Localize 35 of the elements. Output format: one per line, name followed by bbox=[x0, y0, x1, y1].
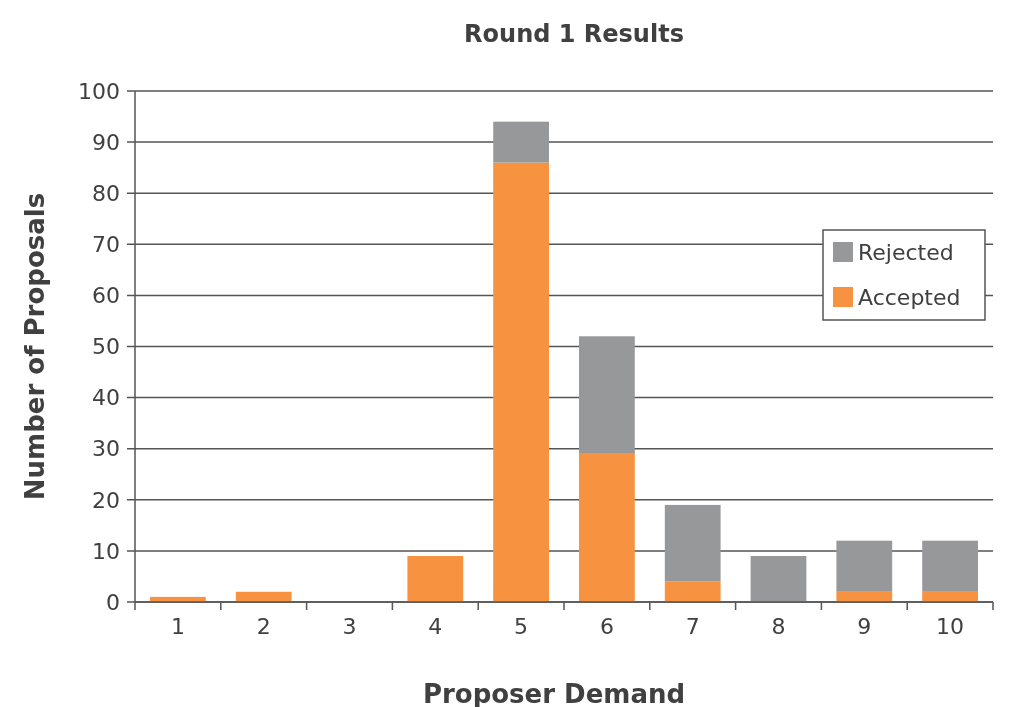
bar bbox=[493, 121, 549, 163]
bar bbox=[922, 540, 978, 592]
y-tick-label: 70 bbox=[92, 232, 120, 257]
x-tick-label: 6 bbox=[599, 614, 614, 639]
x-tick-label: 1 bbox=[170, 614, 185, 639]
x-tick-label: 8 bbox=[771, 614, 786, 639]
bar bbox=[579, 336, 635, 454]
chart-title: Round 1 Results bbox=[464, 20, 684, 48]
y-tick-label: 20 bbox=[92, 487, 120, 513]
y-tick-label: 40 bbox=[92, 385, 120, 411]
y-tick-label: 30 bbox=[92, 436, 120, 462]
x-tick-label: 9 bbox=[857, 614, 872, 639]
y-tick-label: 50 bbox=[92, 334, 120, 360]
y-tick-label: 80 bbox=[92, 180, 120, 206]
x-tick-label: 2 bbox=[256, 614, 271, 639]
bar bbox=[664, 504, 721, 582]
bar bbox=[750, 556, 807, 602]
x-tick-label: 7 bbox=[685, 614, 700, 639]
x-tick-label: 5 bbox=[514, 614, 529, 639]
y-axis-title: Number of Proposals bbox=[20, 192, 50, 501]
bar bbox=[493, 162, 549, 602]
bar bbox=[836, 540, 893, 592]
y-tick-label: 0 bbox=[106, 589, 120, 615]
y-tick-label: 100 bbox=[78, 78, 120, 104]
x-tick-label: 10 bbox=[936, 614, 965, 639]
y-tick-label: 90 bbox=[92, 129, 120, 155]
legend-label: Accepted bbox=[858, 284, 961, 310]
bar bbox=[407, 556, 464, 602]
y-tick-label: 10 bbox=[92, 538, 120, 564]
y-tick-label: 60 bbox=[92, 283, 120, 309]
bar bbox=[579, 453, 635, 602]
bar bbox=[664, 581, 721, 602]
x-tick-label: 4 bbox=[428, 614, 443, 639]
x-tick-label: 3 bbox=[342, 614, 357, 639]
legend-label: Rejected bbox=[858, 239, 954, 265]
